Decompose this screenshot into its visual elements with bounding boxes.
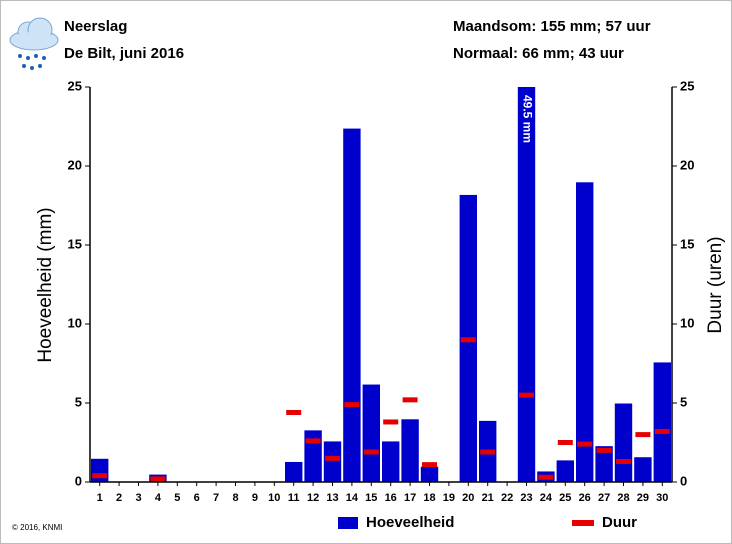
x-tick-label: 25 xyxy=(559,492,571,504)
duration-mark xyxy=(383,419,399,425)
y-tick-label: 0 xyxy=(75,473,82,488)
duration-mark xyxy=(460,337,476,343)
bar xyxy=(284,460,304,482)
bar xyxy=(613,402,634,482)
x-tick-label: 28 xyxy=(617,492,629,504)
y2-tick-label: 5 xyxy=(680,394,687,409)
annotation: Maandsom: 155 mm; 57 uur xyxy=(453,18,651,35)
plot-area xyxy=(90,87,672,482)
x-tick-label: 20 xyxy=(462,492,474,504)
legend-swatch xyxy=(572,520,594,526)
chart-title: Neerslag xyxy=(64,18,127,35)
x-tick-label: 16 xyxy=(385,492,397,504)
duration-mark xyxy=(402,397,418,403)
x-tick-label: 8 xyxy=(232,492,238,504)
duration-mark xyxy=(422,462,437,468)
copyright: © 2016, KNMI xyxy=(12,523,62,532)
bar xyxy=(342,127,362,482)
x-tick-label: 30 xyxy=(656,492,668,504)
x-tick-label: 27 xyxy=(598,492,610,504)
rain-icon xyxy=(9,17,59,70)
x-tick-label: 6 xyxy=(194,492,200,504)
x-tick-label: 5 xyxy=(174,492,180,504)
y-tick-label: 10 xyxy=(68,315,82,330)
duration-mark xyxy=(577,441,593,447)
x-tick-label: 18 xyxy=(423,492,435,504)
duration-mark xyxy=(150,476,166,482)
duration-mark xyxy=(519,392,534,398)
x-tick-label: 13 xyxy=(326,492,338,504)
duration-mark xyxy=(325,455,340,461)
x-tick-label: 3 xyxy=(135,492,141,504)
duration-mark xyxy=(344,402,360,408)
y2-tick-label: 20 xyxy=(680,157,694,172)
annotation: Normaal: 66 mm; 43 uur xyxy=(453,45,624,62)
y2-tick-label: 15 xyxy=(680,236,694,251)
legend-label: Duur xyxy=(602,514,637,531)
x-tick-label: 1 xyxy=(97,492,103,504)
x-tick-label: 2 xyxy=(116,492,122,504)
bar xyxy=(419,465,440,482)
y-tick-label: 5 xyxy=(75,394,82,409)
subtitle: De Bilt, juni 2016 xyxy=(64,45,184,62)
x-tick-label: 17 xyxy=(404,492,416,504)
x-tick-label: 15 xyxy=(365,492,377,504)
x-tick-label: 12 xyxy=(307,492,319,504)
bar xyxy=(555,459,575,482)
y-tick-label: 15 xyxy=(68,236,82,251)
duration-mark xyxy=(596,447,612,453)
x-tick-label: 9 xyxy=(252,492,258,504)
bar xyxy=(303,429,323,482)
x-tick-label: 11 xyxy=(288,492,300,504)
bar xyxy=(90,457,110,482)
x-tick-label: 24 xyxy=(540,492,553,504)
x-tick-label: 4 xyxy=(155,492,162,504)
bar xyxy=(400,418,420,482)
y2-axis-title: Duur (uren) xyxy=(705,236,726,333)
y2-tick-label: 0 xyxy=(680,473,687,488)
y2-tick-label: 25 xyxy=(680,78,694,93)
legend-label: Hoeveelheid xyxy=(366,514,454,531)
y-axis-title: Hoeveelheid (mm) xyxy=(35,207,56,362)
value-label: 49.5 mm xyxy=(520,95,534,143)
bar xyxy=(322,440,343,482)
duration-mark xyxy=(635,432,651,438)
duration-mark xyxy=(286,409,302,415)
duration-mark xyxy=(480,449,496,455)
x-tick-label: 22 xyxy=(501,492,513,504)
bar xyxy=(361,383,382,482)
duration-mark xyxy=(538,474,554,480)
x-tick-label: 23 xyxy=(520,492,532,504)
duration-mark xyxy=(557,440,573,445)
x-tick-label: 7 xyxy=(213,492,219,504)
bar xyxy=(594,445,614,482)
legend-swatch xyxy=(338,517,358,529)
duration-mark xyxy=(305,438,321,444)
duration-mark xyxy=(363,449,379,455)
bar xyxy=(381,440,401,482)
duration-mark xyxy=(654,428,670,434)
x-tick-label: 10 xyxy=(268,492,280,504)
y2-tick-label: 10 xyxy=(680,315,694,330)
x-tick-label: 29 xyxy=(637,492,649,504)
x-tick-label: 21 xyxy=(482,492,494,504)
duration-mark xyxy=(92,473,108,479)
duration-mark xyxy=(616,458,631,464)
x-tick-label: 14 xyxy=(346,492,359,504)
y-tick-label: 20 xyxy=(68,157,82,172)
bar xyxy=(575,181,595,482)
x-tick-label: 26 xyxy=(579,492,591,504)
y-tick-label: 25 xyxy=(68,78,82,93)
x-tick-label: 19 xyxy=(443,492,455,504)
bar xyxy=(652,361,672,482)
bar xyxy=(633,456,653,482)
